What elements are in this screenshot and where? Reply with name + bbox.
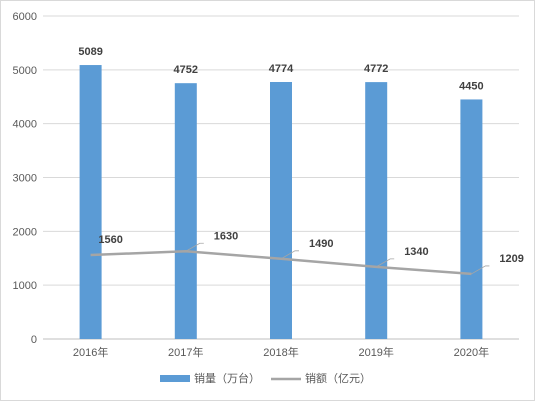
line-label-leader	[185, 242, 204, 252]
y-tick-label: 2000	[13, 226, 37, 238]
y-axis-ticks: 0 1000 2000 3000 4000 5000 6000	[13, 11, 37, 346]
legend-swatch-bar	[160, 375, 190, 382]
legend-label-bar: 销量（万台）	[194, 371, 260, 385]
line-data-label: 1630	[214, 230, 238, 242]
y-tick-label: 3000	[13, 173, 37, 185]
bar	[365, 82, 388, 339]
bar-series	[79, 65, 483, 340]
line-data-label: 1490	[309, 238, 333, 250]
y-tick-label: 4000	[13, 119, 37, 131]
y-tick-label: 5000	[13, 65, 37, 77]
bar-data-label: 4772	[364, 63, 388, 75]
bar-data-label: 4752	[174, 64, 198, 76]
x-tick-label: 2018年	[263, 345, 298, 359]
legend-label-line: 销额（亿元）	[305, 371, 371, 385]
bar	[270, 81, 292, 339]
legend: 销量（万台） 销额（亿元）	[160, 371, 371, 385]
line-label-leader	[471, 265, 490, 275]
x-axis-ticks: 2016年 2017年 2018年 2019年 2020年	[73, 345, 489, 359]
line-label-leader	[376, 258, 395, 268]
line-label-leader	[280, 250, 299, 260]
bar	[460, 99, 483, 339]
x-tick-label: 2016年	[73, 345, 108, 359]
data-labels: 5089 4752 4774 4772 4450 1560 1630 1490 1340 1209	[78, 46, 524, 275]
y-tick-label: 6000	[13, 11, 37, 23]
x-tick-label: 2019年	[358, 345, 393, 359]
bar-data-label: 4450	[459, 80, 483, 92]
bar-data-label: 5089	[78, 46, 102, 58]
bar	[174, 83, 197, 340]
y-tick-label: 0	[31, 334, 37, 346]
y-tick-label: 1000	[13, 280, 37, 292]
x-tick-label: 2017年	[168, 345, 203, 359]
x-tick-label: 2020年	[454, 345, 489, 359]
line-data-label: 1340	[404, 246, 428, 258]
line-data-label: 1560	[98, 234, 122, 246]
bar-data-label: 4774	[269, 63, 294, 75]
bar	[79, 65, 102, 339]
line-data-label: 1209	[499, 253, 523, 265]
